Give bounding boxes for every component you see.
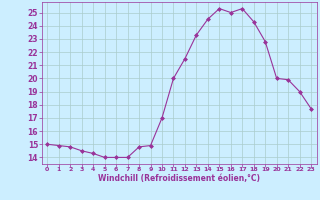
X-axis label: Windchill (Refroidissement éolien,°C): Windchill (Refroidissement éolien,°C) (98, 174, 260, 183)
